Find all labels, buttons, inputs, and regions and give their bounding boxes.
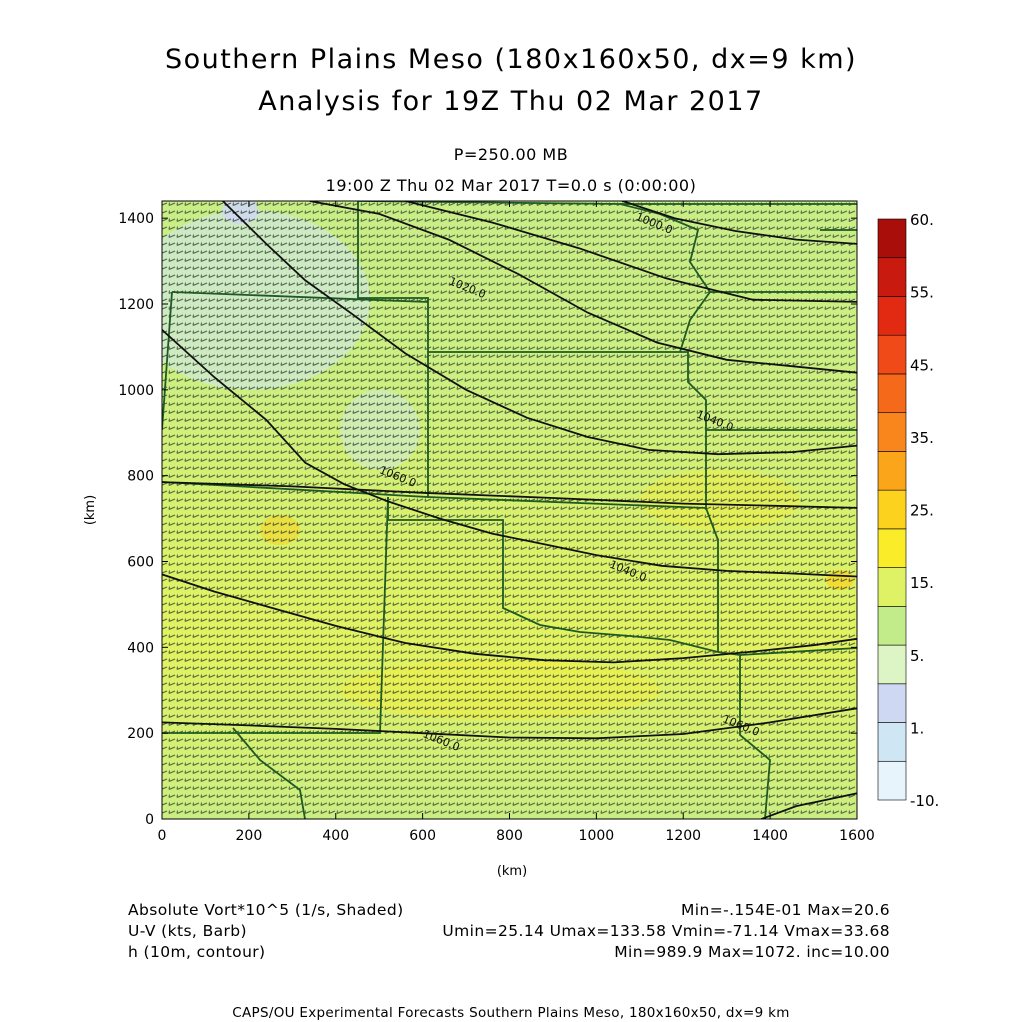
- y-axis-label: (km): [83, 495, 98, 525]
- pressure-level: P=250.00 MB: [453, 145, 569, 164]
- x-tick-label: 1200: [665, 828, 701, 844]
- colorbar-label: 55.: [910, 284, 934, 302]
- contour-line: [405, 201, 857, 303]
- contour-line: [309, 201, 857, 374]
- x-tick-label: 200: [236, 828, 263, 844]
- colorbar-swatch: [877, 412, 907, 452]
- contour-line: [222, 201, 857, 456]
- border-wy-co: [171, 291, 429, 303]
- x-tick-label: 800: [496, 828, 523, 844]
- colorbar-swatch: [877, 334, 907, 375]
- colorbar-label: 15.: [910, 574, 934, 592]
- y-tick-label: 600: [127, 555, 154, 571]
- colorbar-swatch: [877, 296, 907, 336]
- x-tick-label: 0: [158, 828, 167, 844]
- border-kansas: [427, 351, 707, 509]
- colorbar-swatch: [877, 257, 907, 297]
- colorbar-label: 45.: [910, 356, 934, 374]
- state-borders: [162, 201, 857, 819]
- x-tick-label: 600: [409, 828, 436, 844]
- contour-line: [622, 201, 857, 245]
- x-axis-label: (km): [497, 864, 527, 879]
- chart-canvas: 1000.01020.01040.01060.01040.01060.01060…: [83, 200, 939, 879]
- border-new-mexico: [162, 496, 389, 734]
- colorbar-label: 35.: [910, 429, 934, 447]
- y-axis: 0 200 400 600 800 1000 1200 1400: [118, 211, 857, 828]
- contour-line: [162, 573, 857, 664]
- y-tick-label: 1200: [118, 297, 154, 313]
- colorbar-label: -10.: [910, 792, 939, 810]
- height-label: h (10m, contour): [128, 943, 266, 961]
- colorbar-swatch: [877, 373, 907, 413]
- colorbar-swatch: [877, 683, 907, 723]
- colorbar-swatch: [877, 567, 907, 607]
- y-tick-label: 200: [127, 726, 154, 742]
- colorbar-label: 5.: [910, 647, 924, 665]
- x-tick-label: 400: [322, 828, 349, 844]
- wind-label: U-V (kts, Barb): [128, 922, 247, 940]
- chart-subtitle: Analysis for 19Z Thu 02 Mar 2017: [258, 86, 764, 117]
- height-stats: Min=989.9 Max=1072. inc=10.00: [614, 943, 890, 961]
- chart-title: Southern Plains Meso (180x160x50, dx=9 k…: [164, 44, 858, 75]
- colorbar-swatch: [877, 644, 907, 685]
- colorbar-swatch: [877, 218, 907, 259]
- border-oklahoma: [387, 497, 719, 654]
- footer-credit: CAPS/OU Experimental Forecasts Southern …: [232, 1005, 790, 1021]
- border-arkansas-north: [739, 647, 857, 656]
- colorbar-swatch: [877, 722, 907, 762]
- y-tick-label: 0: [145, 812, 154, 828]
- border-nebraska: [357, 201, 712, 353]
- vorticity-stats: Min=-.154E-01 Max=20.6: [681, 901, 890, 919]
- contour-line: [162, 707, 857, 740]
- border-mexico: [232, 727, 306, 819]
- colorbar-label: 1.: [910, 719, 924, 737]
- x-tick-label: 1600: [839, 828, 875, 844]
- border-colorado: [162, 201, 429, 498]
- colorbar-swatch: [877, 606, 907, 646]
- height-contours: [162, 201, 857, 819]
- colorbar-swatch: [877, 760, 907, 801]
- y-tick-label: 800: [127, 469, 154, 485]
- x-axis: 0 200 400 600 800 1000 1200 1400 1600: [158, 201, 875, 844]
- y-tick-label: 1000: [118, 383, 154, 399]
- colorbar-swatch: [877, 489, 907, 530]
- colorbar-swatch: [877, 451, 907, 491]
- border-ut-co: [162, 291, 173, 431]
- x-tick-label: 1000: [579, 828, 615, 844]
- x-tick-label: 1400: [752, 828, 788, 844]
- y-tick-label: 400: [127, 640, 154, 656]
- contour-line: [162, 481, 857, 509]
- valid-time: 19:00 Z Thu 02 Mar 2017 T=0.0 s (0:00:00…: [325, 176, 697, 195]
- plot-area: 1000.01020.01040.01060.01040.01060.01060…: [162, 201, 857, 819]
- colorbar-label: 60.: [910, 211, 934, 229]
- vorticity-label: Absolute Vort*10^5 (1/s, Shaded): [128, 901, 404, 919]
- colorbar: -10. 1. 5. 15. 25. 35. 45. 55. 60.: [877, 211, 939, 810]
- wind-barbs: [162, 201, 857, 819]
- contour-line: [162, 329, 857, 578]
- y-tick-label: 1400: [118, 211, 154, 227]
- wind-stats: Umin=25.14 Umax=133.58 Vmin=-71.14 Vmax=…: [442, 922, 890, 940]
- contour-line: [761, 792, 857, 819]
- colorbar-swatch: [877, 528, 907, 568]
- colorbar-label: 25.: [910, 502, 934, 520]
